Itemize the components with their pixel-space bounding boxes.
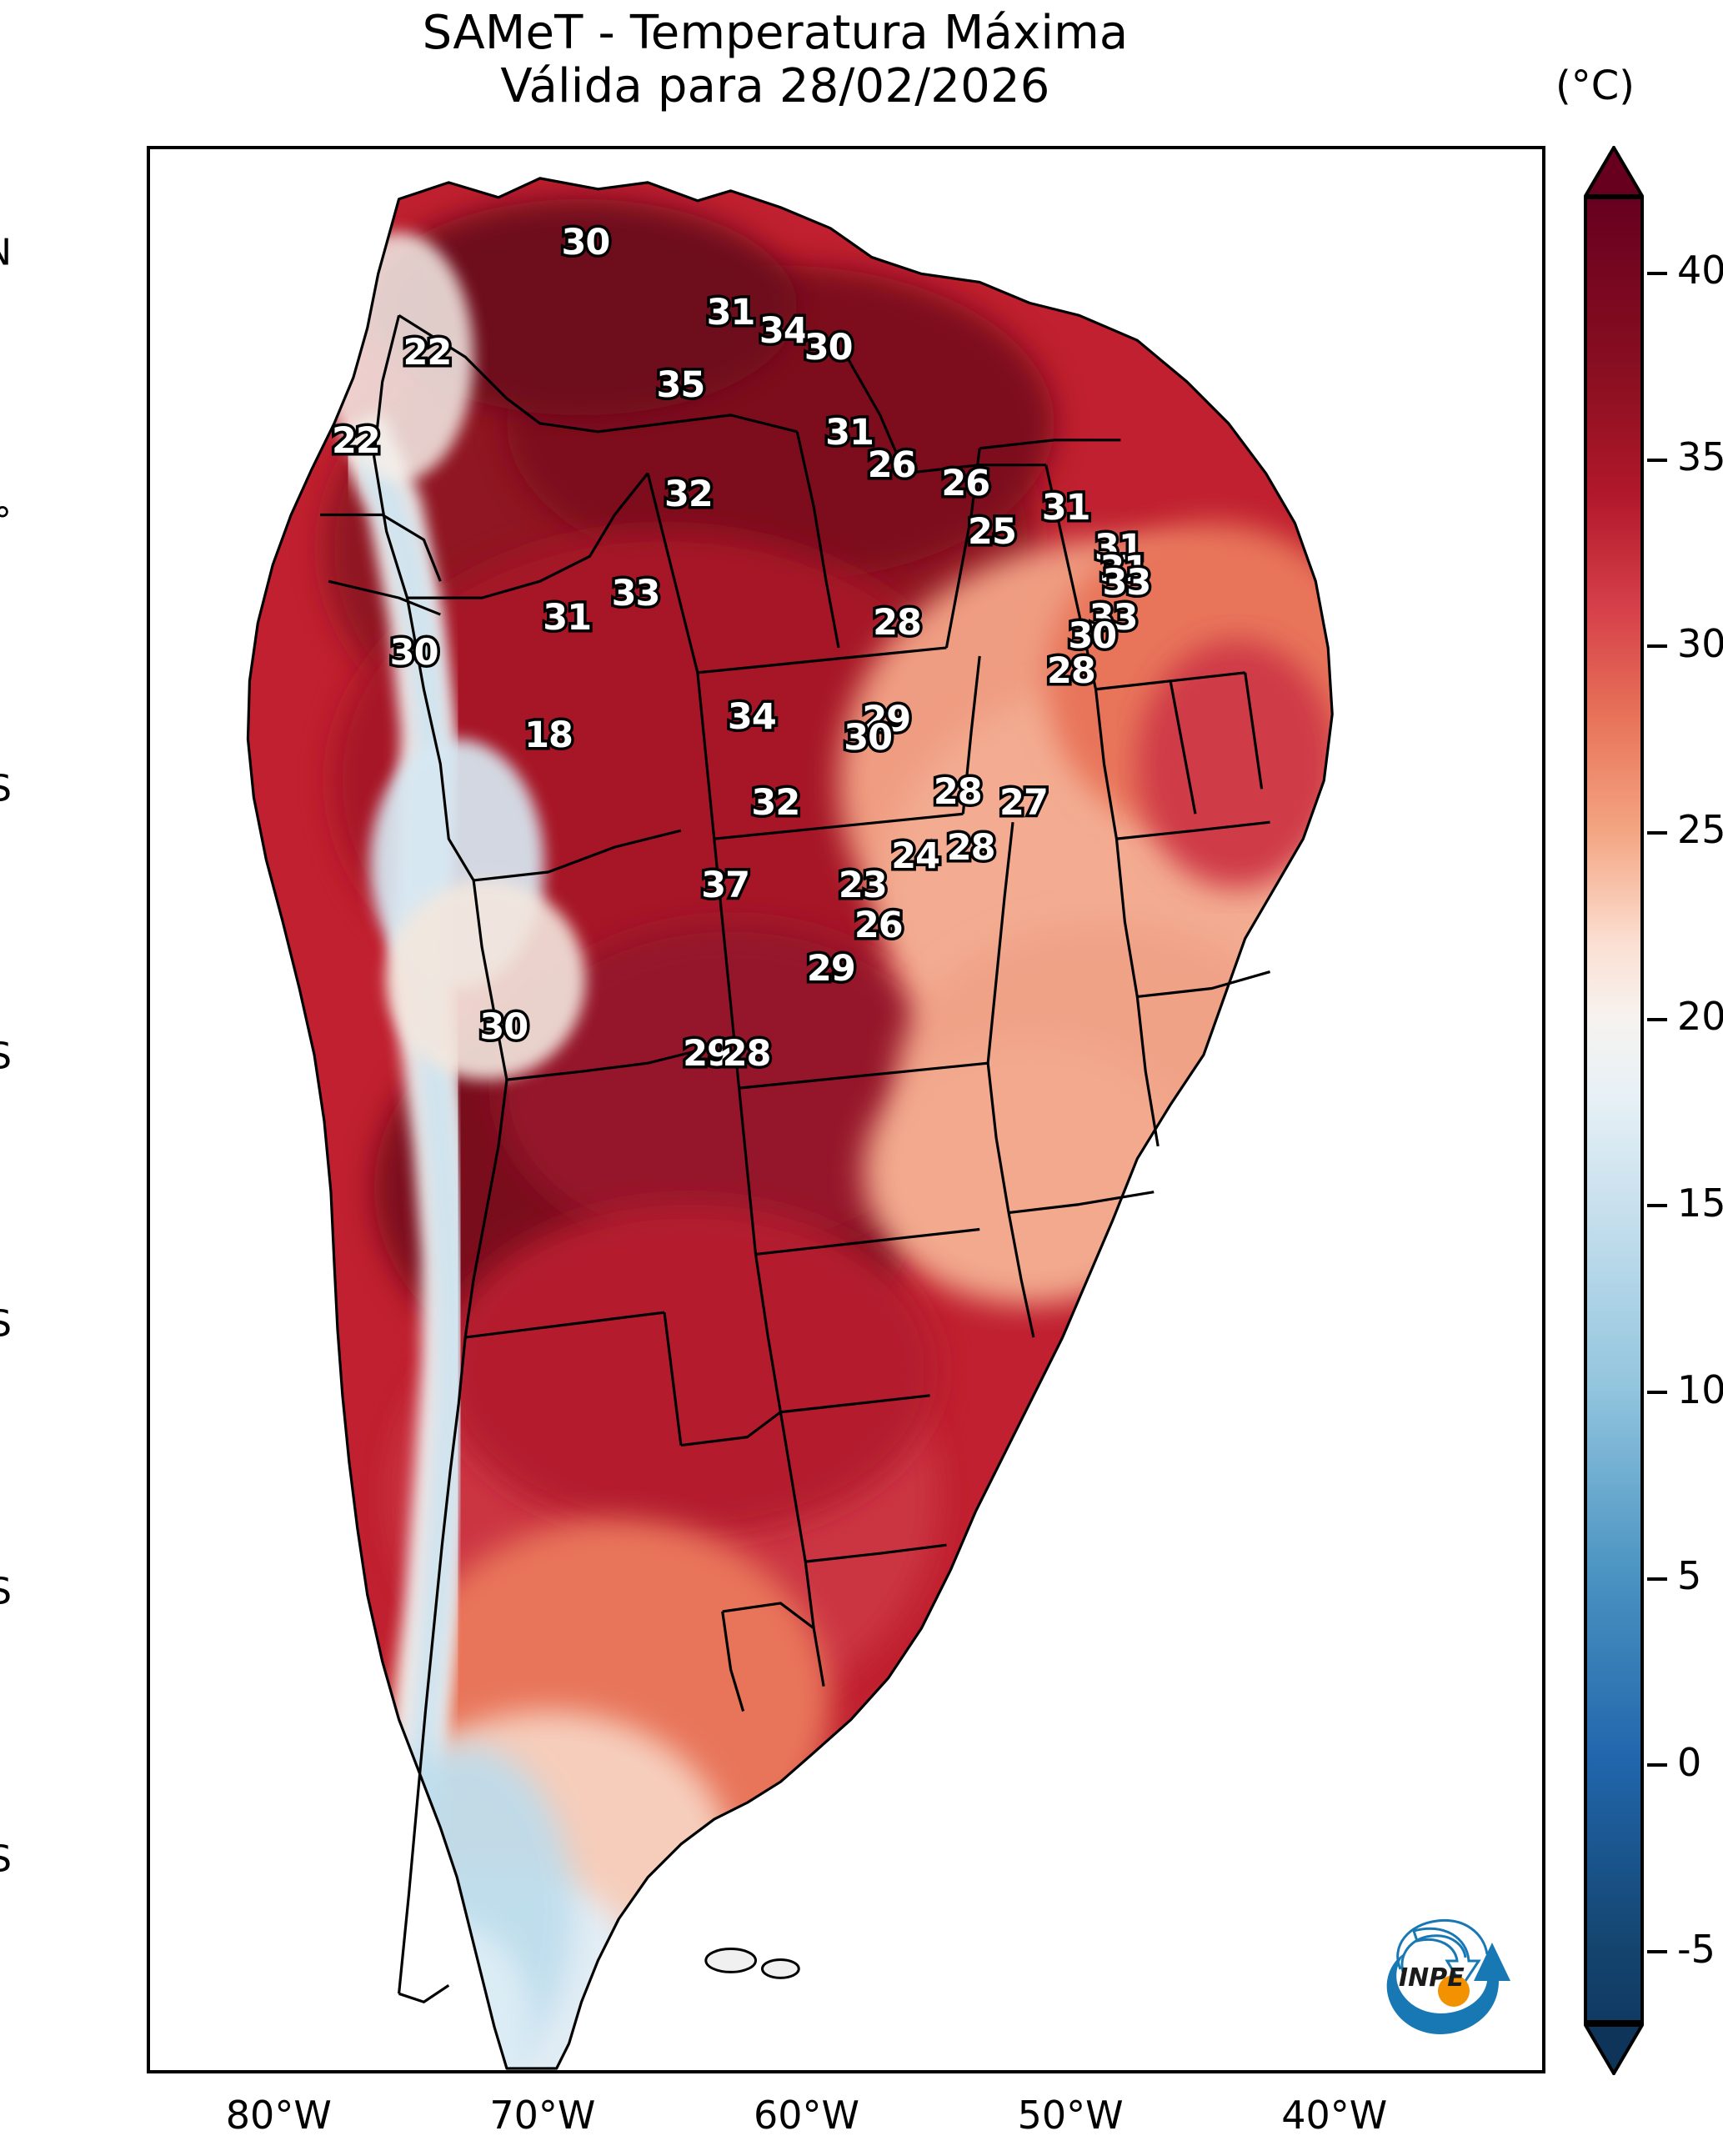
tick-dash (1647, 271, 1667, 275)
temperature-label: 25 (965, 509, 1020, 556)
colorbar-max-extend-arrow (1584, 146, 1644, 198)
colorbar-tick-neg5: -5 (1647, 1927, 1715, 1972)
logo-mid-ring (1400, 1934, 1467, 1975)
tick-text: 20 (1677, 994, 1723, 1040)
temperature-label: 32 (661, 471, 716, 519)
logo-outer-ring (1396, 1918, 1489, 1970)
temperature-label: 28 (930, 768, 985, 815)
colorbar-tick-25: 25 (1647, 807, 1723, 852)
tick-dash (1647, 644, 1667, 649)
temperature-label: 34 (756, 308, 811, 355)
inpe-logo-svg: INPE (1386, 1918, 1510, 2034)
temperature-label: 31 (1039, 484, 1094, 532)
temperature-label: 28 (719, 1030, 774, 1078)
temperature-label: 22 (400, 329, 455, 377)
tick-text: 30 (1677, 620, 1723, 666)
lat-tick-4: 30°S (0, 1302, 12, 1346)
temperature-label: 24 (889, 832, 944, 880)
temperature-label: 28 (944, 825, 999, 872)
lat-tick-3: 20°S (0, 1035, 12, 1078)
temperature-label: 30 (841, 714, 896, 762)
colorbar-tick-0: 0 (1647, 1740, 1701, 1785)
title-line-2: Válida para 28/02/2026 (500, 59, 1050, 114)
colorbar-gradient (1584, 196, 1644, 2023)
temperature-heatmap (150, 149, 1542, 2070)
logo-swoosh (1386, 1943, 1510, 2034)
colorbar[interactable]: 40 35 30 25 20 15 10 5 0 -5 (1584, 146, 1723, 2075)
temperature-label: 33 (1099, 559, 1155, 607)
colorbar-tick-10: 10 (1647, 1367, 1723, 1412)
logo-text: INPE (1399, 1963, 1465, 1993)
temperature-label: 26 (851, 902, 906, 950)
temperature-label: 34 (724, 693, 779, 740)
colorbar-tick-20: 20 (1647, 994, 1723, 1039)
temperature-label: 33 (1086, 594, 1141, 641)
tick-dash (1647, 458, 1667, 462)
temperature-label: 28 (870, 599, 925, 647)
title-line-1: SAMeT - Temperatura Máxima (422, 6, 1129, 60)
lat-tick-0: 10°N (0, 232, 12, 274)
temperature-label: 18 (522, 712, 577, 760)
colorbar-unit-label: (°C) (1555, 63, 1635, 109)
colorbar-min-extend-arrow (1584, 2023, 1644, 2075)
lat-tick-6: 50°S (0, 1838, 12, 1881)
tick-text: 35 (1677, 434, 1723, 480)
lon-tick-1: 70°W (489, 2093, 596, 2138)
tick-text: 40 (1677, 248, 1723, 293)
lat-tick-1: 0° (0, 499, 12, 543)
temperature-label: 31 (704, 288, 759, 336)
temperature-label: 22 (329, 418, 384, 465)
colorbar-tick-15: 15 (1647, 1181, 1723, 1226)
temperature-label: 29 (859, 695, 914, 743)
temperature-label: 31 (823, 409, 878, 457)
temperature-label: 29 (804, 945, 859, 992)
temperature-label: 33 (609, 570, 664, 618)
tick-text: 5 (1677, 1553, 1702, 1599)
tick-dash (1647, 1577, 1667, 1581)
colorbar-tick-40: 40 (1647, 248, 1723, 293)
temperature-label: 30 (558, 219, 614, 267)
tick-text: 15 (1677, 1180, 1723, 1226)
logo-dot (1438, 1975, 1470, 2007)
temperature-label: 37 (699, 862, 754, 910)
tick-text: 10 (1677, 1366, 1723, 1412)
lat-tick-2: 10°S (0, 767, 12, 810)
temperature-label: 29 (680, 1030, 735, 1078)
tick-dash (1647, 1763, 1667, 1767)
colorbar-tick-30: 30 (1647, 621, 1723, 666)
lon-tick-2: 60°W (753, 2093, 860, 2138)
temperature-label: 35 (654, 361, 709, 409)
temperature-label: 31 (540, 594, 595, 641)
tick-text: 0 (1677, 1739, 1702, 1785)
inpe-logo: INPE (1367, 1909, 1517, 2043)
temperature-label: 32 (749, 779, 804, 826)
chart-title: SAMeT - Temperatura Máxima Válida para 2… (0, 6, 1550, 114)
lon-tick-0: 80°W (225, 2093, 332, 2138)
temperature-label: 26 (864, 441, 919, 489)
south-america-map-svg (150, 149, 1542, 2070)
tick-text: 25 (1677, 807, 1723, 853)
tick-dash (1647, 1950, 1667, 1954)
temperature-label: 26 (939, 460, 994, 508)
lon-tick-3: 50°W (1017, 2093, 1124, 2138)
map-plot-area: 30 22 31 34 30 35 22 31 26 26 32 31 25 31 31 33 33 33 31 28… (147, 146, 1545, 2073)
temperature-label: 31 (1097, 546, 1152, 594)
temperature-label: 30 (387, 629, 442, 676)
tick-dash (1647, 1391, 1667, 1394)
lat-tick-5: 40°S (0, 1570, 12, 1613)
colorbar-tick-5: 5 (1647, 1553, 1701, 1598)
temperature-label: 23 (835, 862, 890, 910)
temperature-label: 27 (997, 779, 1052, 826)
tick-text: -5 (1677, 1926, 1715, 1972)
tick-dash (1647, 830, 1667, 835)
temperature-label: 28 (1044, 648, 1099, 695)
temperature-label: 30 (801, 323, 856, 371)
lon-tick-4: 40°W (1281, 2093, 1388, 2138)
colorbar-tick-35: 35 (1647, 434, 1723, 479)
temperature-label: 31 (1092, 524, 1147, 572)
temperature-label: 30 (477, 1004, 532, 1051)
temperature-label: 30 (1065, 613, 1120, 660)
tick-dash (1647, 1017, 1667, 1021)
tick-dash (1647, 1204, 1667, 1208)
